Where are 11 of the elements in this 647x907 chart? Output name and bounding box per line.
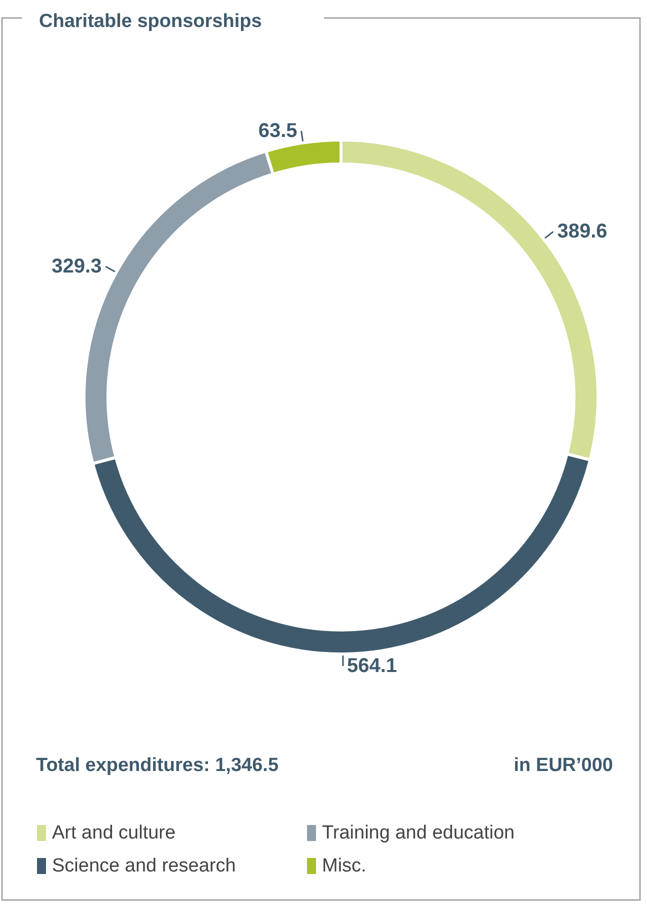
data-label: 564.1: [347, 654, 398, 677]
text: Total expenditures: 1,346.5: [36, 755, 279, 776]
data-label: 329.3: [52, 256, 102, 278]
legend-label: Misc.: [322, 856, 366, 876]
data-label: 63.5: [258, 120, 298, 142]
data-label: 389.6: [557, 220, 608, 243]
legend-label: Science and research: [52, 856, 236, 876]
legend-label: Art and culture: [52, 822, 176, 844]
chart-title: Charitable sponsorships: [39, 11, 262, 32]
text: in EUR’000: [514, 755, 614, 776]
legend-label: Training and education: [322, 822, 515, 844]
